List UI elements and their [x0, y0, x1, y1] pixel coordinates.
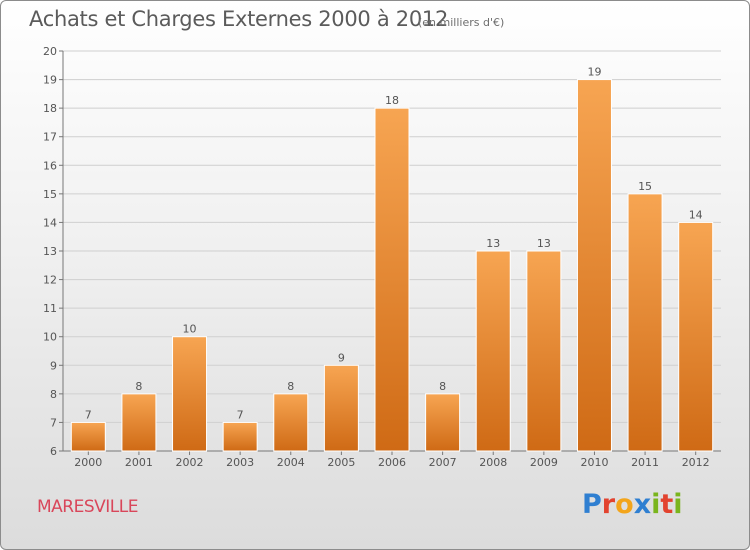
data-label: 14: [689, 208, 703, 221]
data-label: 19: [587, 66, 601, 79]
logo-letter: o: [615, 489, 634, 520]
y-tick-label: 6: [50, 445, 57, 458]
data-label: 18: [385, 94, 399, 107]
data-label: 15: [638, 180, 652, 193]
y-tick-label: 7: [50, 416, 57, 429]
x-tick-label: 2002: [176, 456, 204, 469]
logo-letter: P: [582, 489, 602, 520]
x-tick-label: 2009: [530, 456, 558, 469]
bar: [526, 250, 562, 452]
x-tick-label: 2006: [378, 456, 406, 469]
bar: [425, 393, 461, 452]
bar: [678, 221, 714, 452]
y-tick-label: 8: [50, 388, 57, 401]
y-tick-label: 9: [50, 359, 57, 372]
logo-letter: x: [633, 489, 652, 520]
proxiti-logo: Proxiti: [582, 489, 683, 520]
y-tick-label: 17: [43, 131, 57, 144]
bar: [627, 193, 663, 452]
x-tick-label: 2001: [125, 456, 153, 469]
x-tick-label: 2007: [429, 456, 457, 469]
x-tick-label: 2011: [631, 456, 659, 469]
logo-letter: t: [660, 489, 674, 520]
bar: [374, 107, 410, 452]
bars: [70, 79, 714, 452]
logo-letter: r: [601, 489, 616, 520]
data-label: 13: [486, 237, 500, 250]
y-tick-label: 10: [43, 331, 57, 344]
logo-letter: i: [651, 489, 661, 520]
chart-title: Achats et Charges Externes 2000 à 2012: [29, 7, 449, 31]
y-tick-label: 20: [43, 45, 57, 58]
y-tick-label: 16: [43, 159, 57, 172]
data-label: 8: [135, 380, 142, 393]
x-tick-label: 2010: [580, 456, 608, 469]
data-label: 8: [287, 380, 294, 393]
y-tick-label: 11: [43, 302, 57, 315]
data-label: 7: [85, 408, 92, 421]
bar: [576, 79, 612, 452]
data-label: 10: [183, 323, 197, 336]
chart-subtitle: (en milliers d'€): [418, 16, 505, 29]
bar: [222, 421, 258, 452]
data-label: 13: [537, 237, 551, 250]
labels: 6 7 8 9 10 11 12 13 14 15 16 17 18 19 20 7 2000 8 2001 10 20…: [43, 45, 710, 469]
bar: [172, 336, 208, 452]
bar: [475, 250, 511, 452]
bar: [121, 393, 157, 452]
bar: [323, 364, 359, 452]
commune-name: MARESVILLE: [37, 497, 138, 517]
x-tick-label: 2008: [479, 456, 507, 469]
y-tick-label: 18: [43, 102, 57, 115]
y-tick-label: 13: [43, 245, 57, 258]
logo-letter: i: [673, 489, 683, 520]
x-tick-label: 2004: [277, 456, 305, 469]
y-tick-label: 12: [43, 274, 57, 287]
y-tick-label: 19: [43, 74, 57, 87]
bar: [70, 421, 106, 452]
x-tick-label: 2000: [74, 456, 102, 469]
data-label: 8: [439, 380, 446, 393]
bar: [273, 393, 309, 452]
y-tick-label: 15: [43, 188, 57, 201]
x-tick-label: 2012: [682, 456, 710, 469]
y-tick-label: 14: [43, 216, 57, 229]
x-tick-label: 2003: [226, 456, 254, 469]
data-label: 9: [338, 351, 345, 364]
x-tick-label: 2005: [327, 456, 355, 469]
data-label: 7: [237, 408, 244, 421]
